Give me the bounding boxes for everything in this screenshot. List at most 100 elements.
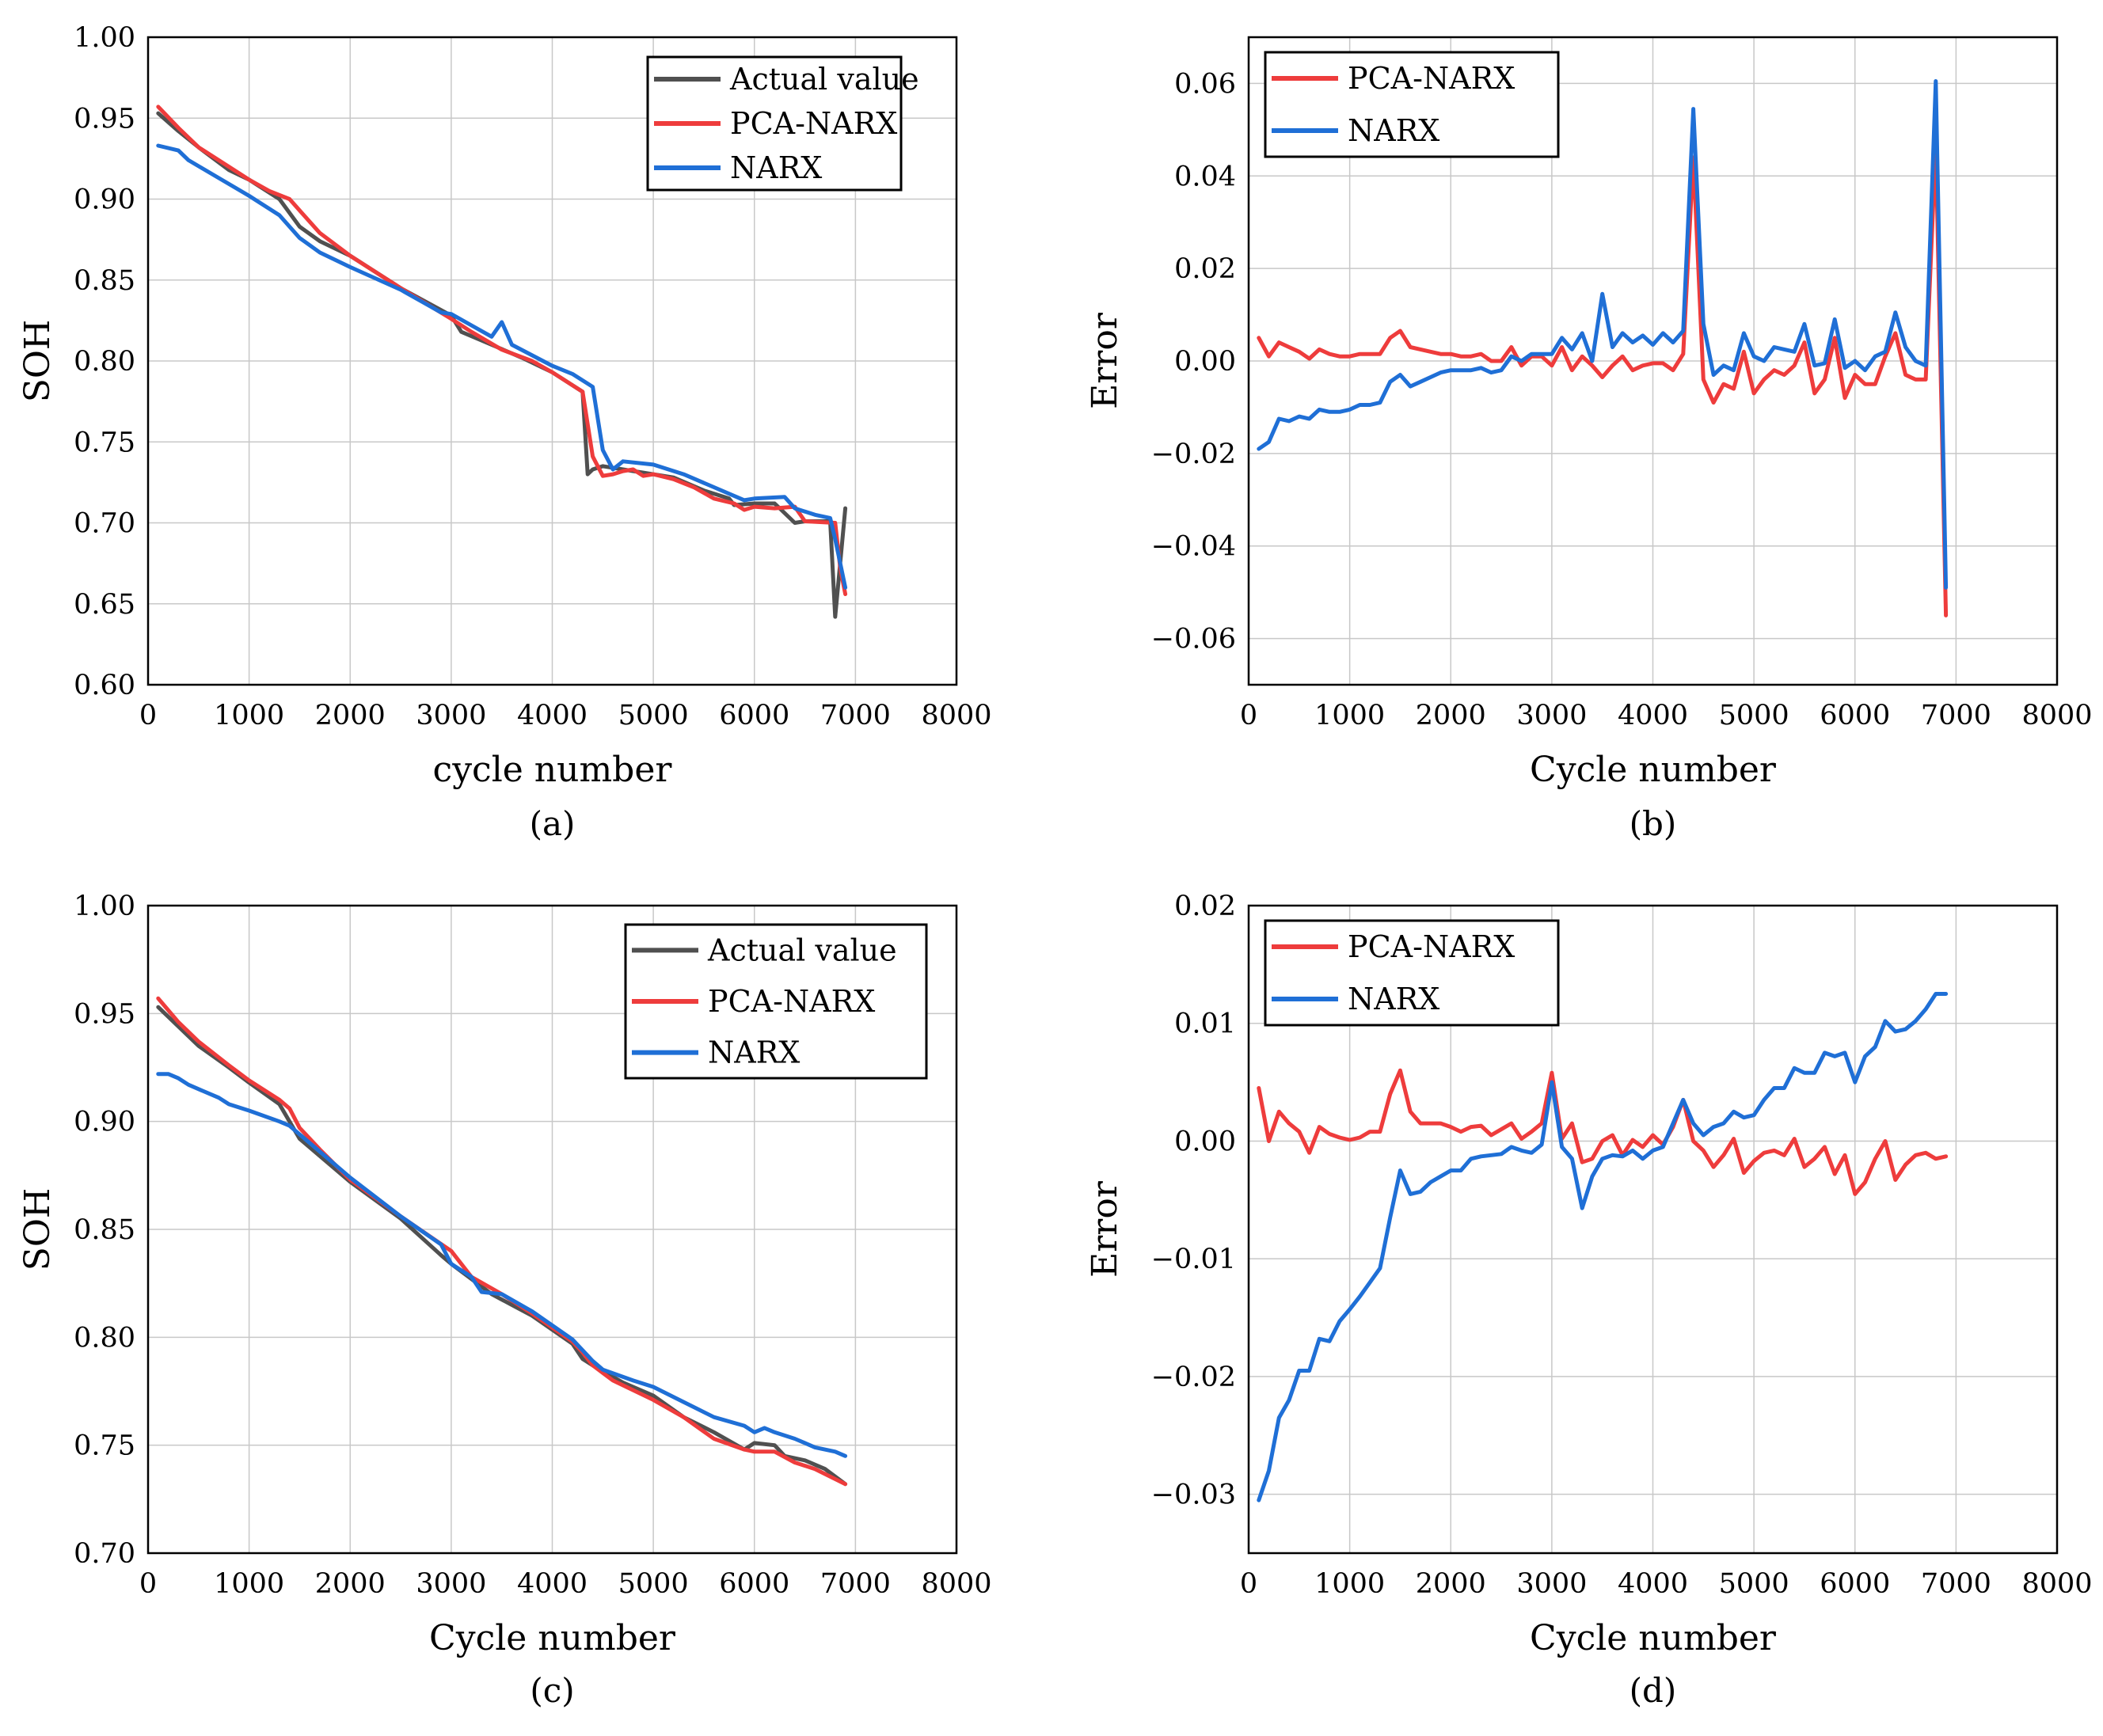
x-tick-label: 6000 <box>1820 700 1890 731</box>
legend-label: Actual value <box>729 62 919 97</box>
chart-panel-1: 0 1000 2000 3000 4000 5000 6000 7000 8000 0.60 0.6… <box>17 22 992 843</box>
y-tick-label: 0.75 <box>74 1430 135 1462</box>
x-tick-label: 0 <box>1240 700 1257 731</box>
series-line-narx <box>1257 79 1949 590</box>
panel-caption: (c) <box>530 1671 574 1710</box>
legend-label: PCA-NARX <box>708 984 875 1019</box>
plot-frame <box>1247 904 2059 1555</box>
x-tick-label: 2000 <box>315 700 386 731</box>
x-tick-label: 3000 <box>416 1568 486 1600</box>
x-axis-label: cycle number <box>433 750 673 790</box>
y-tick-label: 0.95 <box>74 103 135 135</box>
x-tick-label: 8000 <box>921 1568 991 1600</box>
legend-label: PCA-NARX <box>730 106 897 141</box>
x-tick-label: 3000 <box>1516 700 1587 731</box>
chart-panel-2: 0 1000 2000 3000 4000 5000 6000 7000 8000 −0.06 −0… <box>1085 36 2093 843</box>
legend-label: NARX <box>1348 982 1439 1016</box>
y-tick-label: 1.00 <box>74 22 135 54</box>
y-tick-label: −0.01 <box>1151 1244 1236 1275</box>
y-tick-label: 0.02 <box>1174 891 1236 922</box>
series-line-pca-narx <box>1257 141 1949 617</box>
y-tick-label: 0.00 <box>1174 346 1236 378</box>
x-tick-label: 5000 <box>618 1568 689 1600</box>
series-line-narx <box>156 143 848 590</box>
x-tick-label: 8000 <box>2021 700 2092 731</box>
y-tick-label: 0.75 <box>74 427 135 458</box>
x-tick-label: 5000 <box>1719 700 1789 731</box>
y-tick-label: 0.02 <box>1174 253 1236 285</box>
x-tick-label: 8000 <box>2021 1568 2092 1600</box>
x-tick-label: 7000 <box>1921 700 1991 731</box>
y-axis-label: Error <box>1085 312 1125 409</box>
series-line-narx <box>156 1072 848 1458</box>
x-axis-label: Cycle number <box>1530 750 1777 790</box>
y-tick-label: 0.95 <box>74 998 135 1030</box>
y-tick-label: 0.90 <box>74 1107 135 1138</box>
x-tick-label: 1000 <box>1314 700 1385 731</box>
y-tick-label: 0.80 <box>74 346 135 378</box>
legend-label: NARX <box>708 1035 800 1070</box>
panel-caption: (a) <box>530 804 576 843</box>
x-tick-label: 1000 <box>1314 1568 1385 1600</box>
x-tick-label: 5000 <box>1719 1568 1789 1600</box>
legend-label: PCA-NARX <box>1348 929 1515 964</box>
x-tick-label: 2000 <box>315 1568 386 1600</box>
x-tick-label: 3000 <box>416 700 486 731</box>
y-tick-label: −0.04 <box>1151 531 1236 563</box>
y-tick-label: 0.65 <box>74 589 135 621</box>
x-tick-label: 6000 <box>1820 1568 1890 1600</box>
series-line-pca-narx <box>1257 1068 1949 1196</box>
x-tick-label: 4000 <box>1618 1568 1688 1600</box>
y-tick-label: 0.06 <box>1174 68 1236 100</box>
x-tick-label: 0 <box>1240 1568 1257 1600</box>
legend-label: Actual value <box>707 933 897 967</box>
series-line-actual-value <box>156 111 848 619</box>
legend-box <box>1264 51 1560 158</box>
x-tick-label: 6000 <box>719 700 789 731</box>
y-tick-label: 0.80 <box>74 1322 135 1354</box>
legend-label: NARX <box>730 150 822 185</box>
x-tick-label: 0 <box>139 700 157 731</box>
series-line-pca-narx <box>156 104 848 596</box>
x-tick-label: 7000 <box>820 1568 891 1600</box>
y-tick-label: 1.00 <box>74 891 135 922</box>
y-tick-label: −0.03 <box>1151 1480 1236 1511</box>
x-tick-label: 7000 <box>1921 1568 1991 1600</box>
y-axis-label: SOH <box>17 320 58 403</box>
y-tick-label: 0.85 <box>74 1214 135 1246</box>
legend-box <box>1264 919 1560 1027</box>
y-tick-label: −0.02 <box>1151 1362 1236 1393</box>
series-line-narx <box>1257 992 1949 1502</box>
plot-frame <box>146 36 958 686</box>
legend: PCA-NARX NARX <box>1264 51 1560 158</box>
y-axis-label: SOH <box>17 1188 58 1271</box>
x-axis-label: Cycle number <box>1530 1618 1777 1658</box>
x-tick-label: 2000 <box>1416 1568 1486 1600</box>
x-tick-label: 2000 <box>1416 700 1486 731</box>
y-tick-label: 0.04 <box>1174 161 1236 192</box>
y-axis-label: Error <box>1085 1180 1125 1278</box>
legend: PCA-NARX NARX <box>1264 919 1560 1027</box>
y-tick-label: 0.70 <box>74 1538 135 1570</box>
y-tick-label: −0.06 <box>1151 624 1236 655</box>
x-tick-label: 4000 <box>1618 700 1688 731</box>
y-tick-label: 0.00 <box>1174 1126 1236 1157</box>
y-tick-label: 0.90 <box>74 184 135 216</box>
x-tick-label: 8000 <box>921 700 991 731</box>
x-tick-label: 6000 <box>719 1568 789 1600</box>
x-tick-label: 1000 <box>214 1568 284 1600</box>
y-tick-label: 0.85 <box>74 265 135 297</box>
x-tick-label: 4000 <box>517 1568 588 1600</box>
legend-label: NARX <box>1348 113 1439 148</box>
x-tick-label: 1000 <box>214 700 284 731</box>
legend: Actual value PCA-NARX NARX <box>624 923 928 1080</box>
legend-label: PCA-NARX <box>1348 61 1515 96</box>
y-tick-label: 0.01 <box>1174 1009 1236 1040</box>
x-axis-label: Cycle number <box>429 1618 676 1658</box>
x-tick-label: 0 <box>139 1568 157 1600</box>
chart-panel-4: 0 1000 2000 3000 4000 5000 6000 7000 8000 −0.03 −0… <box>1085 891 2093 1710</box>
plot-frame <box>1247 36 2059 686</box>
chart-panel-3: 0 1000 2000 3000 4000 5000 6000 7000 8000 0.70 0.7… <box>17 891 992 1710</box>
x-tick-label: 5000 <box>618 700 689 731</box>
